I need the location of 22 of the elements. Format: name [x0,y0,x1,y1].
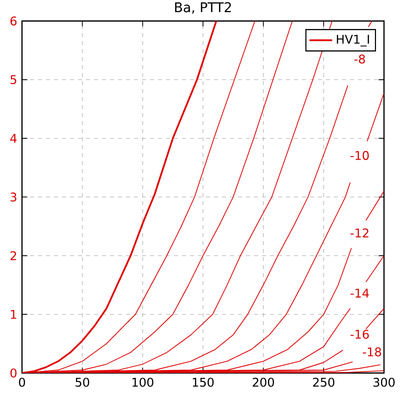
x-tick-label: 50 [76,378,90,387]
x-tick-label: 250 [313,378,334,387]
y-tick-label: 1 [10,310,16,319]
y-tick-label: 3 [10,192,16,202]
annotation: -16 [350,330,369,339]
x-tick-label: 200 [252,378,274,387]
x-tick-label: 300 [373,378,395,387]
y-tick-label: 2 [10,251,16,260]
y-tick-label: 4 [10,134,17,143]
chart-title: Ba, PTT2 [175,2,231,14]
annotation: -10 [350,150,369,160]
annotation: -8 [354,54,365,64]
y-tick-label: 0 [10,368,16,378]
legend-label: HV1_I [336,34,369,46]
x-tick-label: 150 [192,378,214,387]
x-tick-label: 0 [18,378,26,387]
annotation: -12 [350,228,368,238]
x-tick-label: 100 [132,378,154,387]
annotation: -14 [350,288,369,298]
annotation: -18 [362,347,382,356]
y-tick-label: 5 [10,75,16,84]
y-tick-label: 6 [10,16,17,26]
